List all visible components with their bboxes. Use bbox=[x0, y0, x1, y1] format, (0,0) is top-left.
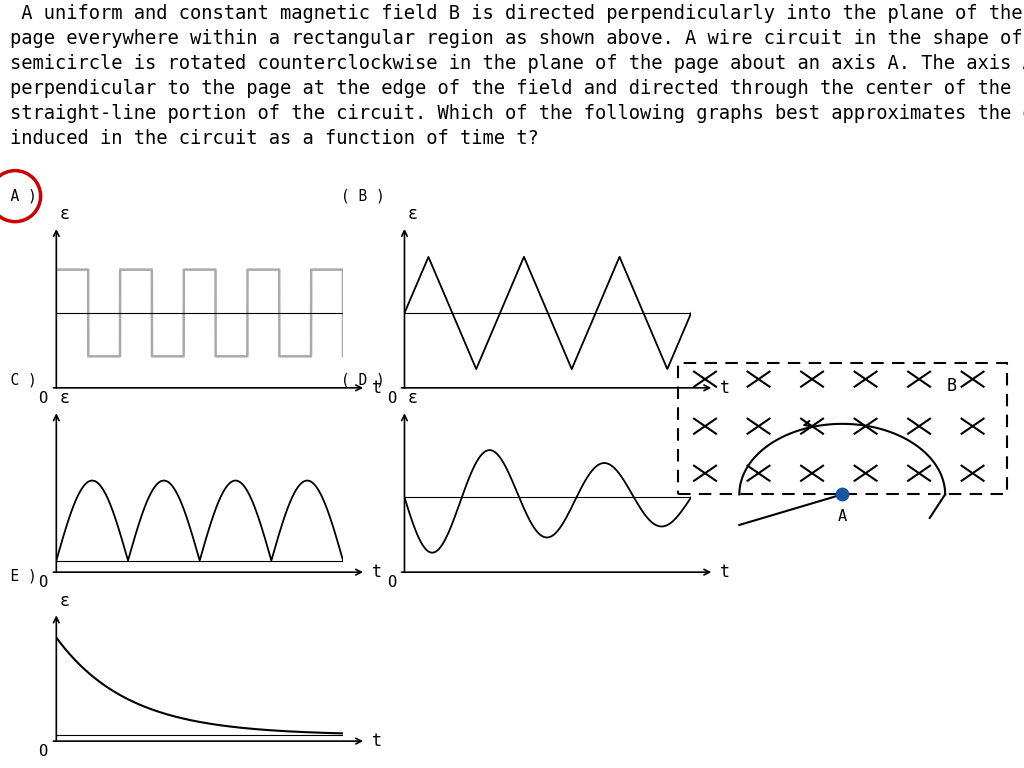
Text: O: O bbox=[39, 575, 48, 590]
Text: ε: ε bbox=[59, 389, 70, 407]
Text: ε: ε bbox=[59, 205, 70, 223]
Text: ε: ε bbox=[59, 592, 70, 610]
Text: t: t bbox=[720, 379, 730, 397]
Text: ( D ): ( D ) bbox=[341, 373, 385, 388]
Text: O: O bbox=[387, 575, 396, 590]
Text: B: B bbox=[947, 377, 957, 395]
Text: ( B ): ( B ) bbox=[341, 189, 385, 204]
Text: t: t bbox=[372, 379, 382, 397]
Text: ( A ): ( A ) bbox=[0, 189, 37, 204]
Text: O: O bbox=[387, 391, 396, 406]
Text: ε: ε bbox=[408, 205, 418, 223]
Text: ( C ): ( C ) bbox=[0, 373, 37, 388]
Text: ( E ): ( E ) bbox=[0, 568, 37, 584]
Text: O: O bbox=[39, 743, 48, 759]
Text: t: t bbox=[372, 732, 382, 750]
Text: ε: ε bbox=[408, 389, 418, 407]
Text: A uniform and constant magnetic field B is directed perpendicularly into the pla: A uniform and constant magnetic field B … bbox=[10, 4, 1024, 148]
Text: A: A bbox=[838, 508, 847, 524]
Text: t: t bbox=[372, 563, 382, 581]
Text: O: O bbox=[39, 391, 48, 406]
Text: t: t bbox=[720, 563, 730, 581]
